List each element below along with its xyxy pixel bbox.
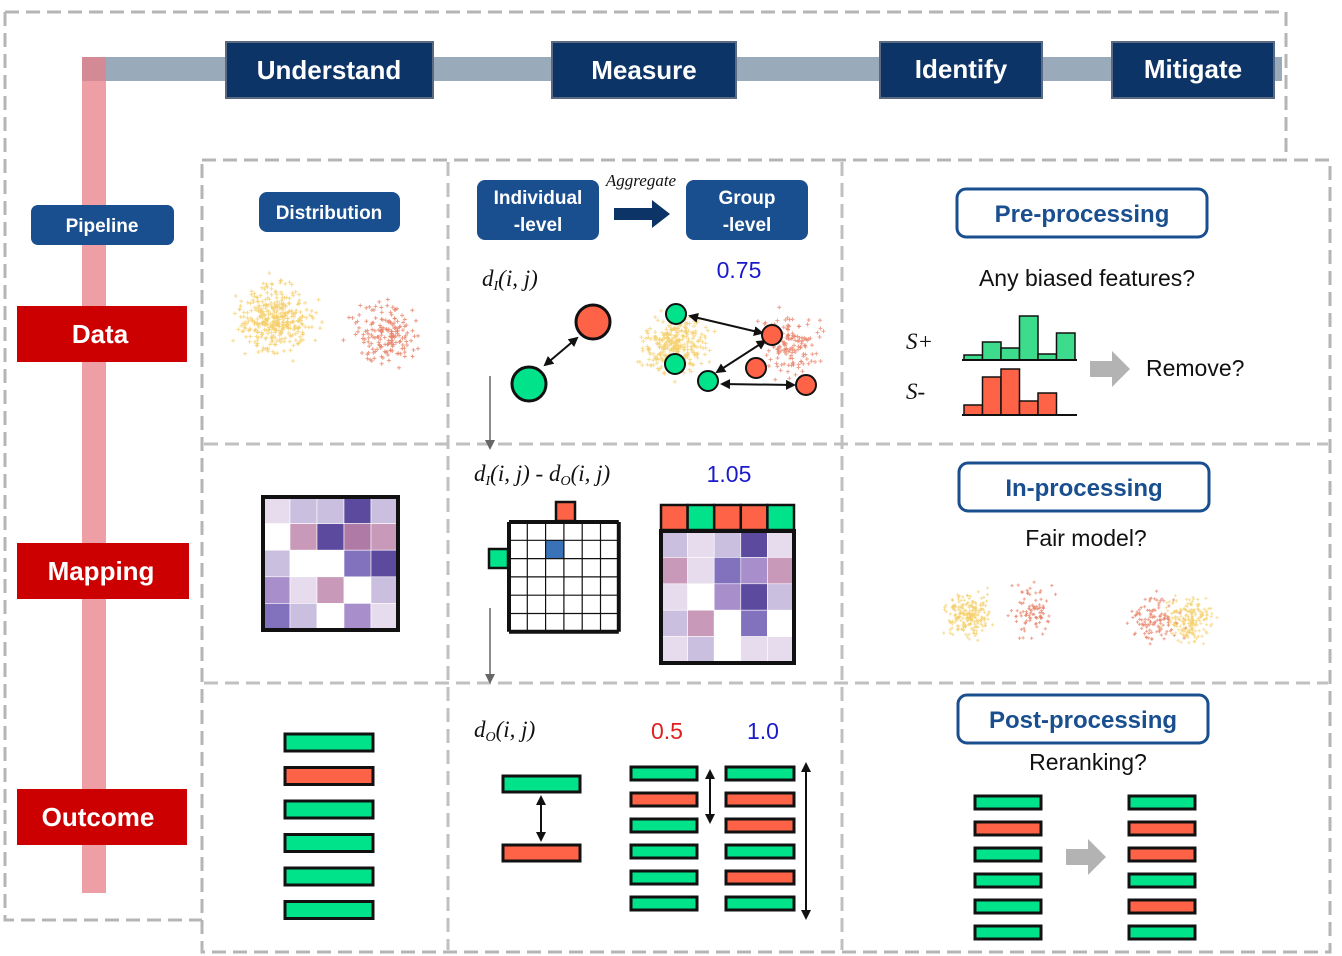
svg-text:Group: Group (719, 188, 776, 209)
fair-model-scatter (1125, 589, 1219, 646)
individual-outcome-pair (501, 774, 582, 863)
individual-pair (510, 303, 612, 403)
row-label-mapping: Mapping (17, 543, 189, 599)
s-plus-label: S+ (906, 329, 933, 354)
svg-text:In-processing: In-processing (1005, 475, 1162, 502)
individual-mapping-grid (487, 500, 621, 634)
outcome-value-blue: 1.0 (747, 718, 779, 744)
group-outcome-ranking-b (724, 765, 796, 912)
in-processing-box: In-processing (957, 461, 1211, 513)
remove-label: Remove? (1146, 355, 1244, 381)
row-label-outcome: Outcome (17, 789, 187, 845)
back-panel-border-left (3, 12, 202, 922)
post-processing-box: Post-processing (956, 693, 1210, 745)
aggregate-label: Aggregate (605, 171, 677, 190)
rerank-arrow-icon (1066, 839, 1106, 875)
s-plus-histogram (962, 315, 1077, 361)
header-understand: Understand (225, 41, 434, 99)
svg-text:Post-processing: Post-processing (989, 707, 1177, 734)
group-distance-value: 0.75 (717, 257, 762, 283)
group-pairs (664, 303, 817, 396)
individual-distance-formula: dI(i, j) (482, 266, 538, 294)
remove-arrow-icon (1090, 351, 1130, 387)
svg-text:Pre-processing: Pre-processing (995, 201, 1170, 228)
svg-text:Outcome: Outcome (42, 802, 155, 832)
svg-text:Measure: Measure (591, 55, 697, 85)
outcome-ranking-list (283, 732, 375, 920)
svg-text:Understand: Understand (257, 55, 401, 85)
distribution-scatter (231, 271, 421, 370)
svg-text:Distribution: Distribution (276, 203, 383, 224)
pipeline-pill: Pipeline (31, 205, 174, 245)
biased-model-scatter (942, 580, 1058, 642)
svg-text:Data: Data (72, 319, 129, 349)
header-measure: Measure (551, 41, 737, 99)
svg-text:Individual: Individual (494, 188, 583, 209)
aggregate-arrow-icon (614, 200, 670, 228)
row-label-data: Data (17, 306, 187, 362)
ranking-after (1127, 794, 1197, 941)
group-mapping-heatmap (659, 503, 796, 665)
svg-text:-level: -level (723, 215, 772, 236)
outcome-value-red: 0.5 (651, 718, 683, 744)
back-panel-border (5, 10, 1288, 158)
individual-level-pill: Individual -level (477, 180, 599, 240)
pre-processing-box: Pre-processing (955, 187, 1209, 239)
distribution-pill: Distribution (259, 192, 400, 232)
mapping-group-value: 1.05 (707, 461, 752, 487)
group-level-pill: Group -level (686, 180, 808, 240)
in-processing-question: Fair model? (1025, 525, 1146, 551)
mapping-heatmap (261, 495, 400, 632)
svg-text:Mapping: Mapping (48, 556, 155, 586)
s-minus-histogram (962, 368, 1077, 416)
post-processing-question: Reranking? (1029, 749, 1147, 775)
s-minus-label: S- (906, 379, 925, 404)
mapping-distance-formula: dI(i, j) - dO(i, j) (474, 461, 610, 489)
svg-text:-level: -level (514, 215, 563, 236)
svg-text:Identify: Identify (915, 54, 1008, 84)
ranking-before (973, 794, 1043, 941)
outcome-distance-formula: dO(i, j) (474, 717, 535, 745)
pipeline-bar (82, 57, 106, 893)
header-identify: Identify (879, 41, 1043, 99)
pre-processing-question: Any biased features? (979, 265, 1195, 291)
svg-text:Mitigate: Mitigate (1144, 54, 1242, 84)
svg-text:Pipeline: Pipeline (66, 216, 139, 237)
header-mitigate: Mitigate (1111, 41, 1275, 99)
group-outcome-ranking-a (629, 765, 699, 912)
